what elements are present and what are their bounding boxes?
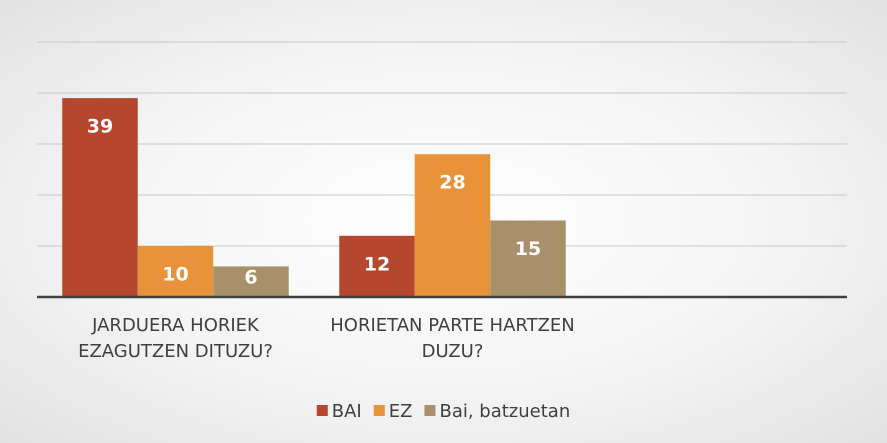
x-tick-label: JARDUERA HORIEK EZAGUTZEN DITUZU?: [78, 315, 273, 362]
legend-label: Bai, batzuetan: [439, 401, 570, 422]
legend: BAI EZ Bai, batzuetan: [316, 401, 570, 422]
legend-swatch: [424, 405, 436, 416]
data-label: 12: [364, 253, 390, 275]
data-label: 28: [439, 172, 465, 194]
legend-label: EZ: [389, 401, 413, 422]
bar: [490, 220, 566, 297]
legend-swatch: [373, 405, 385, 416]
x-tick-label-text: HORIETAN PARTE HARTZEN DUZU?: [330, 315, 575, 362]
legend-label: BAI: [332, 401, 362, 422]
legend-swatch: [316, 405, 328, 416]
x-tick-label: HORIETAN PARTE HARTZEN DUZU?: [330, 315, 575, 362]
data-label: 10: [162, 264, 188, 286]
data-label: 6: [244, 267, 257, 289]
bar: [339, 235, 415, 297]
data-label: 39: [87, 116, 113, 138]
bar: [213, 266, 289, 297]
bar: [137, 246, 214, 297]
bar: [62, 98, 138, 297]
bar: [414, 154, 491, 297]
data-label: 15: [515, 238, 541, 260]
x-tick-label-text: JARDUERA HORIEK EZAGUTZEN DITUZU?: [78, 315, 273, 362]
